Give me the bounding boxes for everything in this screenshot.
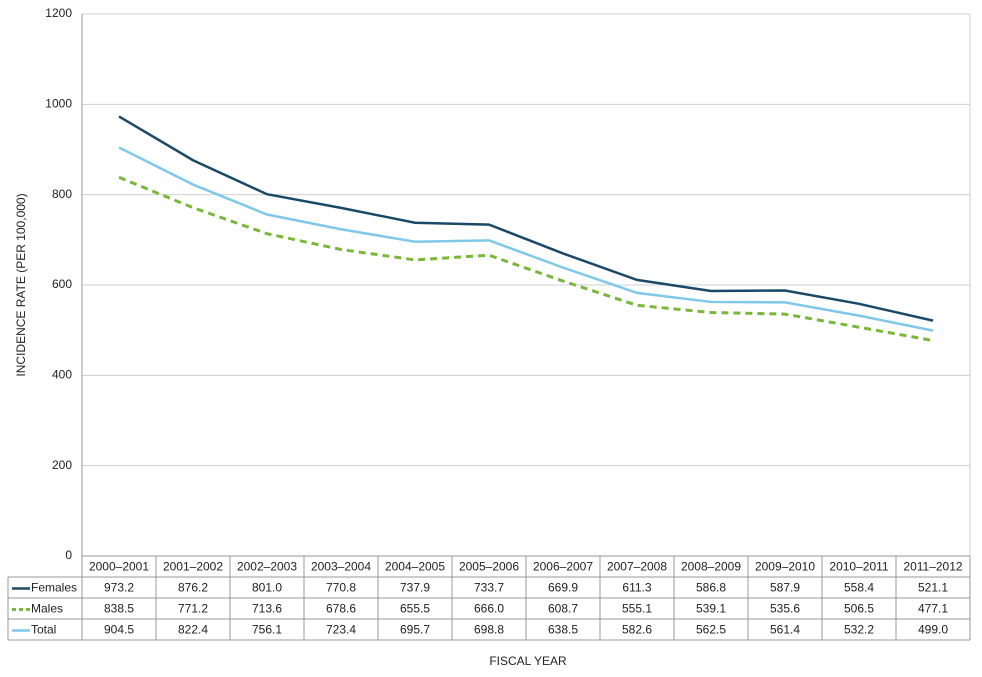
table-cell: 521.1: [918, 581, 948, 595]
table-cell: 506.5: [844, 602, 874, 616]
table-cell: 801.0: [252, 581, 282, 595]
table-cell: 499.0: [918, 623, 948, 637]
table-cell: 555.1: [622, 602, 652, 616]
table-cell: 539.1: [696, 602, 726, 616]
legend-label: Total: [31, 623, 56, 637]
table-cell: 638.5: [548, 623, 578, 637]
x-tick-label: 2005–2006: [459, 560, 519, 574]
table-cell: 771.2: [178, 602, 208, 616]
x-tick-label: 2001–2002: [163, 560, 223, 574]
table-cell: 876.2: [178, 581, 208, 595]
y-tick-label: 600: [52, 277, 72, 291]
table-cell: 561.4: [770, 623, 800, 637]
series-line: [118, 175, 934, 342]
x-tick-label: 2010–2011: [829, 560, 889, 574]
table-cell: 582.6: [622, 623, 652, 637]
table-cell: 562.5: [696, 623, 726, 637]
y-tick-label: 800: [52, 187, 72, 201]
table-cell: 723.4: [326, 623, 356, 637]
y-tick-label: 200: [52, 458, 72, 472]
table-cell: 822.4: [178, 623, 208, 637]
table-cell: 611.3: [622, 581, 651, 595]
y-tick-label: 1200: [45, 6, 72, 20]
table-cell: 698.8: [474, 623, 504, 637]
series-line: [118, 115, 934, 322]
y-tick-label: 0: [65, 548, 72, 562]
table-cell: 756.1: [252, 623, 282, 637]
y-tick-label: 1000: [45, 97, 72, 111]
table-cell: 904.5: [104, 623, 134, 637]
legend-label: Males: [31, 602, 63, 616]
x-axis-label: FISCAL YEAR: [489, 654, 567, 668]
x-tick-label: 2003–2004: [311, 560, 371, 574]
table-cell: 477.1: [918, 602, 948, 616]
series-line: [118, 146, 934, 332]
table-cell: 770.8: [326, 581, 356, 595]
x-tick-label: 2004–2005: [385, 560, 445, 574]
x-tick-label: 2007–2008: [607, 560, 667, 574]
table-cell: 669.9: [548, 581, 578, 595]
table-cell: 973.2: [104, 581, 134, 595]
x-tick-label: 2009–2010: [755, 560, 815, 574]
table-cell: 608.7: [548, 602, 578, 616]
x-tick-label: 2008–2009: [681, 560, 741, 574]
x-tick-label: 2000–2001: [89, 560, 149, 574]
table-cell: 678.6: [326, 602, 356, 616]
x-tick-label: 2002–2003: [237, 560, 297, 574]
table-cell: 838.5: [104, 602, 134, 616]
y-tick-label: 400: [52, 368, 72, 382]
y-axis-label: INCIDENCE RATE (PER 100,000): [14, 193, 28, 376]
table-cell: 737.9: [400, 581, 430, 595]
table-cell: 655.5: [400, 602, 430, 616]
x-tick-label: 2006–2007: [533, 560, 593, 574]
table-cell: 586.8: [696, 581, 726, 595]
table-cell: 713.6: [252, 602, 282, 616]
table-cell: 558.4: [844, 581, 874, 595]
table-cell: 535.6: [770, 602, 800, 616]
table-cell: 733.7: [474, 581, 504, 595]
legend-label: Females: [31, 581, 77, 595]
table-cell: 666.0: [474, 602, 504, 616]
table-cell: 695.7: [400, 623, 430, 637]
table-cell: 532.2: [844, 623, 874, 637]
x-tick-label: 2011–2012: [903, 560, 963, 574]
table-cell: 587.9: [770, 581, 800, 595]
